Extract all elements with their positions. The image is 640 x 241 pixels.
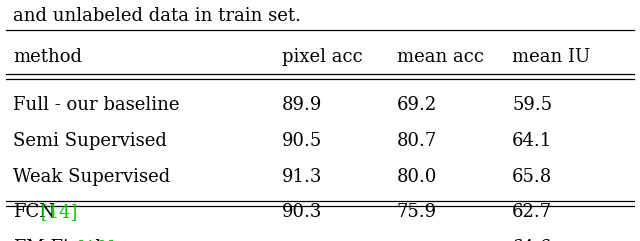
Text: -: -	[397, 239, 403, 241]
Text: 75.9: 75.9	[397, 203, 437, 221]
Text: 65.8: 65.8	[512, 168, 552, 186]
Text: 64.6: 64.6	[512, 239, 552, 241]
Text: [19]: [19]	[72, 239, 114, 241]
Text: and unlabeled data in train set.: and unlabeled data in train set.	[13, 7, 301, 25]
Text: mean IU: mean IU	[512, 48, 590, 66]
Text: Weak Supervised: Weak Supervised	[13, 168, 170, 186]
Text: pixel acc: pixel acc	[282, 48, 362, 66]
Text: 59.5: 59.5	[512, 96, 552, 114]
Text: 62.7: 62.7	[512, 203, 552, 221]
Text: 69.2: 69.2	[397, 96, 437, 114]
Text: method: method	[13, 48, 82, 66]
Text: Full - our baseline: Full - our baseline	[13, 96, 179, 114]
Text: 80.7: 80.7	[397, 132, 437, 150]
Text: -: -	[282, 239, 287, 241]
Text: 90.5: 90.5	[282, 132, 322, 150]
Text: Semi Supervised: Semi Supervised	[13, 132, 166, 150]
Text: 89.9: 89.9	[282, 96, 322, 114]
Text: 91.3: 91.3	[282, 168, 322, 186]
Text: EM-Fixed: EM-Fixed	[13, 239, 101, 241]
Text: 64.1: 64.1	[512, 132, 552, 150]
Text: 90.3: 90.3	[282, 203, 322, 221]
Text: [14]: [14]	[35, 203, 77, 221]
Text: 80.0: 80.0	[397, 168, 437, 186]
Text: mean acc: mean acc	[397, 48, 484, 66]
Text: FCN: FCN	[13, 203, 55, 221]
